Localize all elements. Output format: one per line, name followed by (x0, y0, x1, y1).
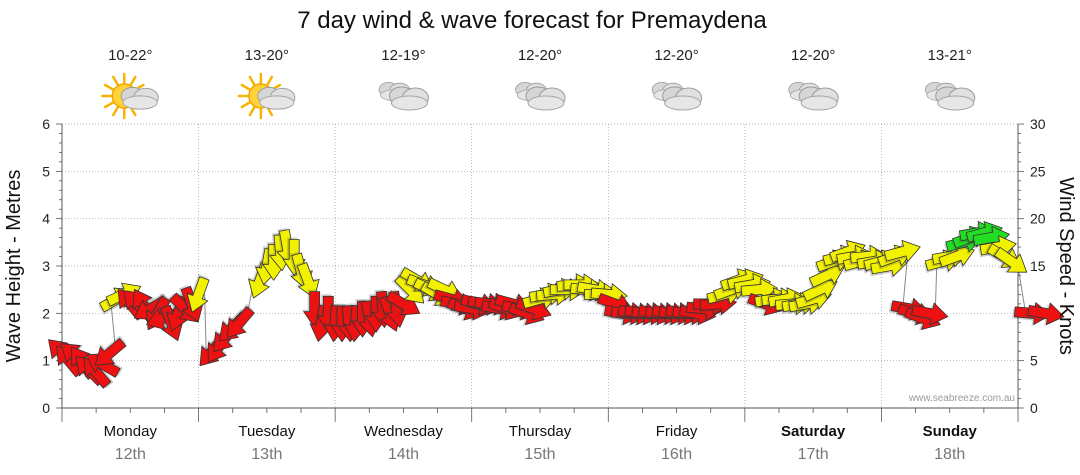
credit-watermark: www.seabreeze.com.au (908, 393, 1015, 404)
day-name-friday: Friday (656, 423, 698, 440)
temperature-label: 12-20° (654, 47, 698, 64)
day-date: 13th (251, 446, 282, 463)
cloud-puff (122, 95, 158, 110)
wind-arrow-body (226, 306, 255, 338)
cloud-puff (259, 95, 295, 110)
right-tick-label: 15 (1030, 258, 1046, 274)
connector-line (902, 251, 909, 309)
day-date: 15th (524, 446, 555, 463)
wind-arrow (186, 274, 210, 313)
cloud-shape (388, 86, 429, 111)
day-date: 16th (661, 446, 692, 463)
right-tick-label: 0 (1030, 400, 1038, 416)
wind-arrow (1025, 302, 1065, 327)
cloud-icon (378, 81, 429, 111)
day-name-wednesday: Wednesday (364, 423, 443, 440)
temperature-label: 13-21° (928, 47, 972, 64)
day-name-tuesday: Tuesday (238, 423, 295, 440)
sun-ray (129, 75, 137, 86)
sun-ray (103, 101, 115, 109)
sun-ray (112, 106, 120, 117)
day-name-sunday: Sunday (923, 423, 978, 440)
temperature-label: 12-20° (791, 47, 835, 64)
left-tick-label: 4 (42, 211, 50, 227)
sun-ray (248, 75, 256, 86)
cloud-icon (515, 81, 566, 111)
wind-arrow (937, 244, 975, 270)
wind-arrow-body (186, 276, 210, 313)
left-tick-label: 5 (42, 163, 50, 179)
temperature-label: 12-19° (381, 47, 425, 64)
sun-cloud-icon (237, 72, 296, 120)
sun-ray (240, 101, 251, 109)
left-axis-title: Wave Height - Metres (3, 170, 25, 363)
left-tick-label: 0 (42, 400, 50, 416)
cloud-icon (924, 81, 976, 111)
wind-arrow-body (911, 302, 949, 326)
cloud-puff (664, 95, 702, 111)
temperature-label: 12-20° (518, 47, 562, 64)
day-labels: Monday 12th Tuesday 13th Wednesday 14th Thursd… (104, 423, 978, 463)
cloud-puff (800, 95, 838, 111)
day-name-saturday: Saturday (781, 423, 846, 440)
cloud-shape (798, 86, 839, 111)
wind-arrow-body (883, 239, 921, 263)
day-name-monday: Monday (104, 423, 158, 440)
right-axis-ticks: 051015202530 (1030, 116, 1046, 416)
right-tick-label: 5 (1030, 353, 1038, 369)
sun-ray (112, 75, 120, 86)
left-tick-label: 6 (42, 116, 50, 132)
temperature-label: 13-20° (245, 47, 289, 64)
chart-title: 7 day wind & wave forecast for Premayden… (297, 7, 767, 34)
cloud-shape (120, 86, 159, 110)
wind-arrow (991, 247, 1028, 273)
sun-cloud-icon (101, 72, 159, 120)
wind-arrow-body (994, 247, 1028, 273)
cloud-puff (527, 95, 565, 111)
cloud-shape (935, 86, 976, 111)
right-tick-label: 20 (1030, 211, 1046, 227)
cloud-icon (788, 81, 839, 111)
sun-ray (248, 106, 256, 117)
right-tick-label: 25 (1030, 163, 1046, 179)
wind-arrow-body (1027, 302, 1065, 326)
temperature-label: 10-22° (108, 47, 152, 64)
day-date: 17th (798, 446, 829, 463)
wind-arrow (94, 335, 127, 366)
wind-arrow (226, 303, 255, 338)
right-tick-label: 30 (1030, 116, 1046, 132)
left-axis-ticks: 0 1 2 3 4 5 6 (42, 116, 50, 416)
wind-arrow-body (94, 337, 127, 366)
day-name-thursday: Thursday (509, 423, 572, 440)
wind-arrow (801, 278, 838, 305)
sun-ray (240, 83, 251, 91)
sun-ray (103, 83, 115, 91)
left-tick-label: 1 (42, 353, 50, 369)
wind-arrow-body (296, 262, 320, 299)
cloud-icon (651, 81, 703, 111)
right-axis-title: Wind Speed - Knots (1055, 177, 1077, 355)
weather-header: 10-22° 13-20° 12-19° 12-20° 12-20° 12-20° 13-2… (101, 47, 976, 120)
left-tick-label: 2 (42, 305, 50, 321)
cloud-shape (525, 86, 566, 111)
wind-arrow (882, 239, 921, 265)
day-date: 18th (934, 446, 965, 463)
cloud-shape (662, 86, 703, 111)
left-tick-label: 3 (42, 258, 50, 274)
day-date: 12th (115, 446, 146, 463)
cloud-puff (390, 95, 428, 111)
cloud-puff (937, 95, 975, 111)
wind-arrow (294, 261, 320, 299)
day-date: 14th (388, 446, 419, 463)
wind-arrow (909, 302, 949, 327)
connector-line (204, 294, 207, 352)
wind-arrows (48, 221, 1065, 389)
cloud-shape (257, 86, 296, 110)
sun-ray (266, 75, 274, 86)
